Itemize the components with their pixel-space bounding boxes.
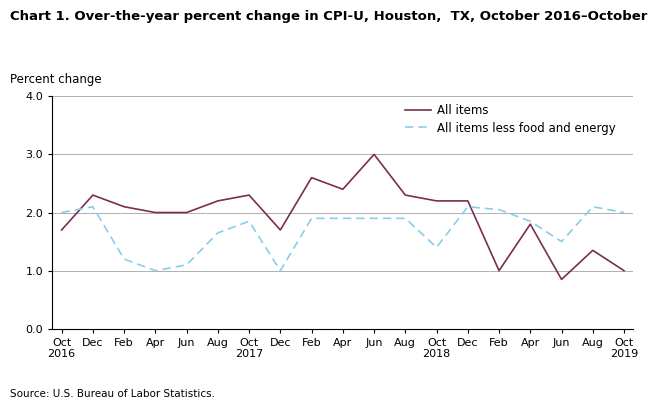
All items xyxy=(589,248,597,253)
Line: All items: All items xyxy=(61,154,624,279)
All items less food and energy xyxy=(57,210,65,215)
All items xyxy=(276,228,284,233)
All items xyxy=(620,268,628,273)
All items xyxy=(151,210,159,215)
All items xyxy=(495,268,503,273)
All items xyxy=(402,193,409,198)
All items less food and energy xyxy=(558,239,565,244)
All items less food and energy xyxy=(214,231,222,235)
All items less food and energy xyxy=(151,268,159,273)
All items less food and energy xyxy=(402,216,409,221)
All items xyxy=(214,198,222,203)
All items less food and energy xyxy=(245,219,253,224)
Text: Source: U.S. Bureau of Labor Statistics.: Source: U.S. Bureau of Labor Statistics. xyxy=(10,389,215,399)
All items xyxy=(433,198,441,203)
All items xyxy=(339,187,347,192)
All items xyxy=(464,198,471,203)
All items less food and energy xyxy=(526,219,534,224)
Legend: All items, All items less food and energy: All items, All items less food and energ… xyxy=(406,105,616,135)
All items less food and energy xyxy=(308,216,315,221)
All items less food and energy xyxy=(370,216,378,221)
All items less food and energy xyxy=(339,216,347,221)
All items less food and energy xyxy=(120,257,128,261)
All items less food and energy xyxy=(276,268,284,273)
All items xyxy=(120,205,128,209)
All items xyxy=(183,210,191,215)
All items xyxy=(370,152,378,157)
All items less food and energy xyxy=(620,210,628,215)
All items xyxy=(245,193,253,198)
All items less food and energy xyxy=(433,245,441,250)
All items less food and energy xyxy=(495,207,503,212)
Text: Percent change: Percent change xyxy=(10,73,101,86)
All items xyxy=(558,277,565,282)
All items less food and energy xyxy=(464,205,471,209)
All items xyxy=(57,228,65,233)
All items less food and energy xyxy=(183,263,191,267)
All items less food and energy xyxy=(89,205,97,209)
All items xyxy=(308,175,315,180)
All items xyxy=(526,222,534,227)
All items less food and energy xyxy=(589,205,597,209)
Line: All items less food and energy: All items less food and energy xyxy=(61,207,624,271)
All items xyxy=(89,193,97,198)
Text: Chart 1. Over-the-year percent change in CPI-U, Houston,  TX, October 2016–Octob: Chart 1. Over-the-year percent change in… xyxy=(10,10,653,23)
